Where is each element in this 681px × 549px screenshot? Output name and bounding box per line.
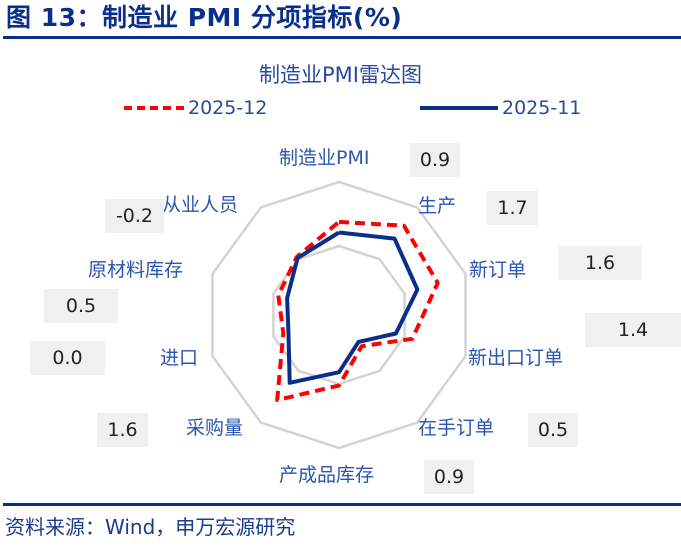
value-box-backlog-orders: 0.5 [528, 413, 578, 447]
axis-label-finished-goods-inventory: 产成品库存 [279, 464, 375, 486]
figure-title: 图 13：制造业 PMI 分项指标(%) [6, 3, 403, 32]
series-2025-12-line [275, 219, 440, 402]
value-box-finished-goods-inventory: 0.9 [424, 460, 474, 494]
axis-label-purchase-volume: 采购量 [186, 417, 244, 439]
series-2025-11-line [285, 230, 420, 385]
value-box-manufacturing-pmi: 0.9 [410, 143, 460, 177]
legend-item-2025-12: 2025-12 [124, 96, 267, 120]
chart-title: 制造业PMI雷达图 [259, 63, 422, 87]
value-box-new-export-orders: 1.4 [585, 313, 681, 347]
value-box-production: 1.7 [487, 191, 538, 225]
axis-label-raw-material-inventory: 原材料库存 [88, 259, 184, 281]
value-box-purchase-volume: 1.6 [97, 413, 148, 447]
axis-label-production: 生产 [418, 195, 457, 217]
value-box-imports: 0.0 [30, 341, 105, 375]
legend-label: 2025-11 [502, 97, 582, 119]
value-box-employment: -0.2 [105, 199, 164, 233]
value-box-raw-material-inventory: 0.5 [44, 289, 118, 323]
axis-label-new-orders: 新订单 [469, 259, 527, 281]
legend-item-2025-11: 2025-11 [420, 96, 581, 120]
axis-label-new-export-orders: 新出口订单 [468, 347, 564, 369]
axis-label-imports: 进口 [160, 347, 199, 369]
axis-label-employment: 从业人员 [162, 194, 239, 216]
radar-grid-ring [272, 244, 406, 386]
source-rule [3, 503, 681, 506]
legend-swatch-dashed-red [124, 106, 184, 110]
axis-label-backlog-orders: 在手订单 [418, 417, 495, 439]
radar-grid-ring [211, 180, 467, 450]
legend-swatch-solid-blue [420, 106, 498, 110]
legend-label: 2025-12 [188, 97, 268, 119]
value-box-new-orders: 1.6 [559, 246, 641, 280]
title-rule [3, 36, 681, 39]
source-note: 资料来源：Wind，申万宏源研究 [5, 515, 296, 539]
axis-label-manufacturing-pmi: 制造业PMI [279, 147, 370, 169]
